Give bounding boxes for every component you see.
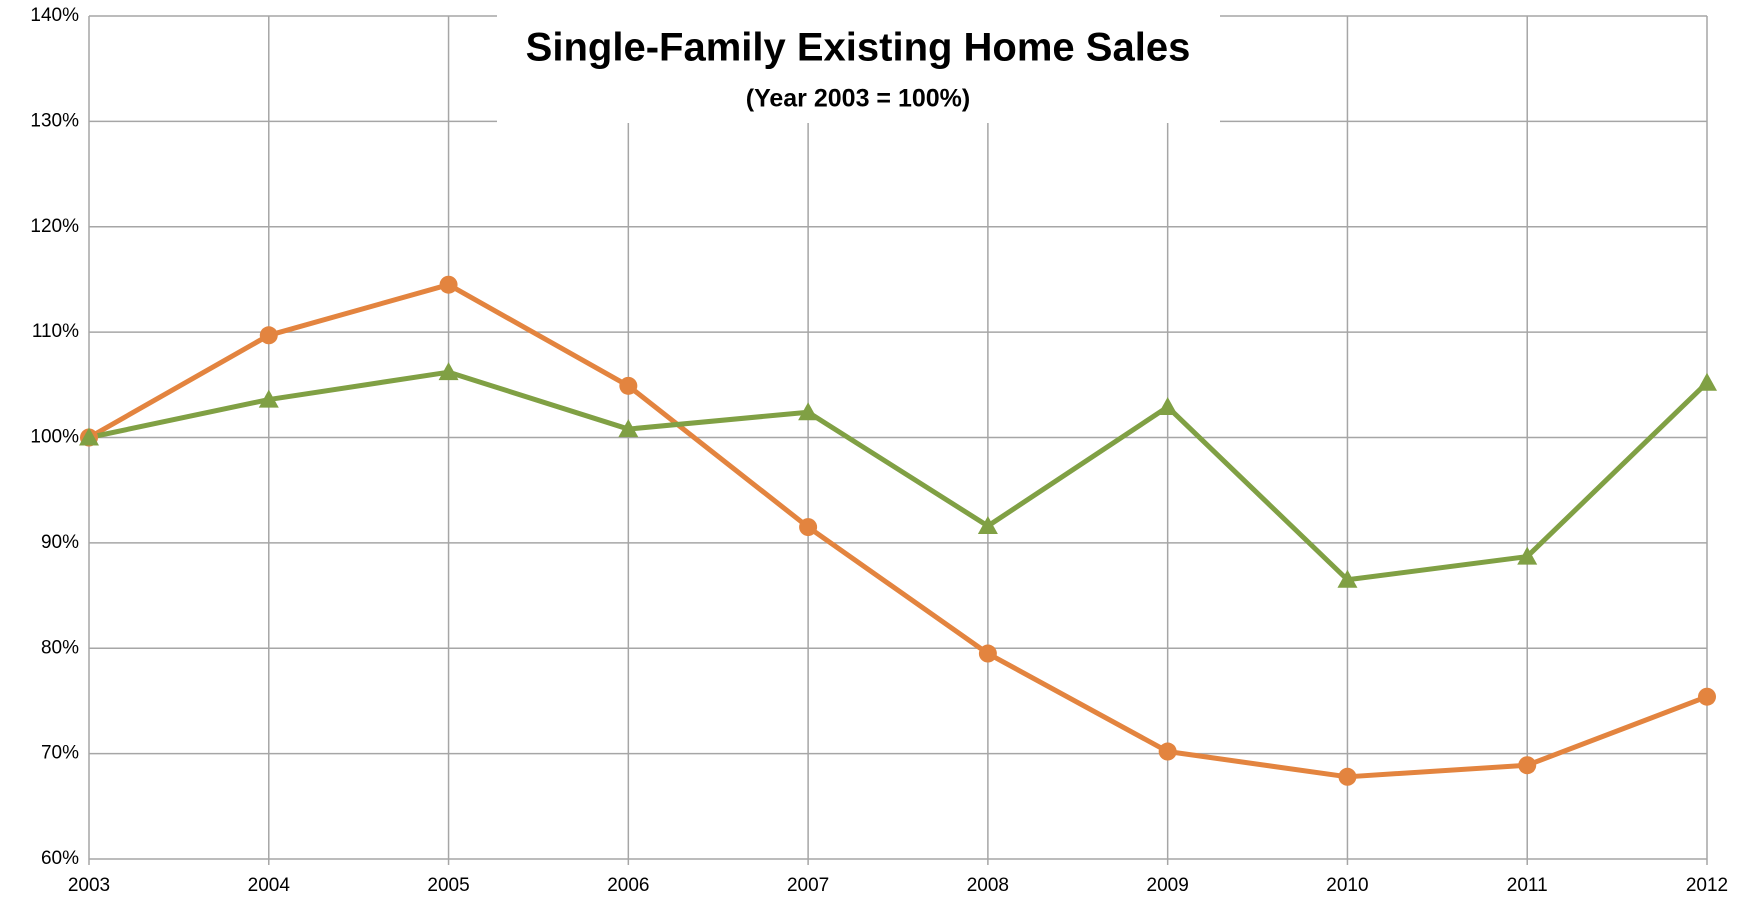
x-tick-label: 2008 (967, 875, 1009, 896)
point-marker (1157, 396, 1178, 415)
y-tick-label: 110% (32, 321, 79, 342)
point-marker (258, 389, 279, 408)
point-marker (438, 362, 459, 381)
point-marker (1337, 569, 1358, 588)
y-tick-label: 80% (41, 637, 79, 658)
chart-title: Single-Family Existing Home Sales (526, 26, 1191, 70)
point-marker (799, 518, 818, 537)
x-tick-label: 2004 (248, 875, 291, 896)
plot (79, 275, 1717, 786)
series-line (87, 282, 1708, 780)
grid (88, 15, 1708, 865)
y-tick-label: 120% (30, 216, 79, 237)
x-tick-label: 2011 (1507, 875, 1548, 896)
point-marker (1158, 742, 1177, 761)
point-marker (978, 644, 997, 663)
x-tick-label: 2006 (607, 875, 649, 896)
point-marker (977, 516, 998, 535)
x-tick-label: 2012 (1686, 875, 1728, 896)
point-marker (79, 427, 99, 446)
point-marker (798, 402, 819, 421)
point-marker (618, 419, 639, 438)
y-tick-label: 100% (30, 427, 79, 448)
x-tick-label: 2009 (1147, 875, 1189, 896)
point-marker (439, 275, 458, 294)
series-line (88, 369, 1709, 583)
point-marker (1698, 687, 1716, 706)
point-marker (619, 376, 638, 395)
x-tick-label: 2003 (68, 875, 110, 896)
point-marker (1518, 756, 1537, 775)
point-marker (1697, 372, 1717, 391)
title-box (497, 10, 1220, 123)
point-marker (1517, 546, 1538, 565)
y-tick-label: 70% (41, 743, 79, 764)
x-tick-label: 2010 (1326, 875, 1368, 896)
x-tick-label: 2005 (427, 875, 469, 896)
y-tick-label: 90% (41, 532, 79, 553)
point-marker (1338, 767, 1357, 786)
y-tick-label: 140% (30, 5, 79, 26)
y-tick-label: 60% (41, 848, 79, 869)
point-marker (259, 326, 278, 345)
y-tick-label: 130% (30, 110, 79, 131)
chart-subtitle: (Year 2003 = 100%) (746, 85, 970, 113)
x-tick-label: 2007 (787, 875, 829, 896)
